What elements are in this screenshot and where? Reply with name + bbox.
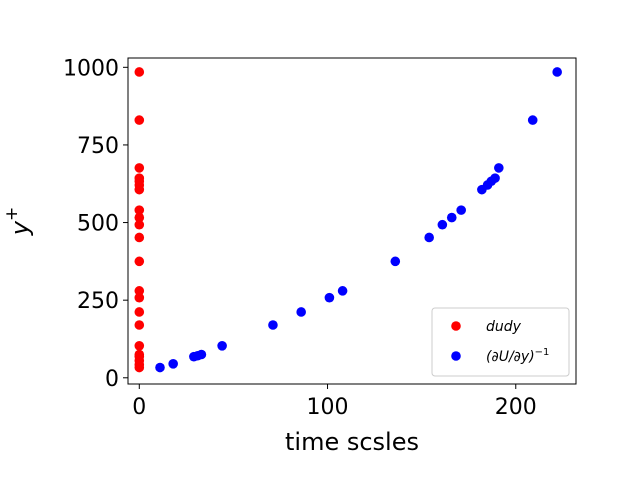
data-point bbox=[134, 67, 145, 77]
data-point bbox=[134, 320, 145, 330]
data-point bbox=[437, 219, 448, 230]
legend-label-1: dudy bbox=[486, 319, 522, 335]
data-point bbox=[424, 232, 434, 243]
data-point bbox=[134, 232, 145, 243]
legend: dudy (∂U/∂y)−1 bbox=[431, 307, 570, 377]
x-tick-label: 100 bbox=[307, 395, 349, 420]
data-point bbox=[134, 256, 145, 267]
data-point bbox=[134, 307, 145, 317]
data-point bbox=[155, 362, 165, 373]
x-tick-label: 200 bbox=[495, 395, 537, 420]
x-axis-label: time scsles bbox=[285, 428, 419, 456]
data-point bbox=[217, 341, 227, 351]
data-point bbox=[196, 349, 207, 360]
data-point bbox=[134, 219, 145, 230]
data-point bbox=[134, 292, 145, 303]
data-point bbox=[552, 67, 562, 77]
y-axis-label-main: y bbox=[6, 220, 34, 236]
y-tick-label: 250 bbox=[77, 289, 119, 314]
plot-area bbox=[134, 67, 562, 373]
y-axis-label: y+ bbox=[2, 207, 34, 236]
legend-marker-1 bbox=[451, 321, 461, 331]
data-point bbox=[134, 286, 145, 296]
legend-label-2: (∂U/∂y)−1 bbox=[486, 347, 549, 365]
data-point bbox=[134, 205, 145, 215]
series-2-points bbox=[155, 67, 562, 373]
axes: 0 100 200 0 250 500 750 1000 bbox=[63, 56, 577, 420]
legend-box bbox=[431, 307, 570, 377]
legend-marker-2 bbox=[451, 351, 461, 361]
axis-labels: time scsles y+ bbox=[2, 207, 419, 456]
y-tick-label: 750 bbox=[77, 134, 119, 159]
y-tick-label: 500 bbox=[77, 212, 119, 237]
data-point bbox=[337, 286, 348, 296]
data-point bbox=[324, 292, 335, 303]
data-point bbox=[268, 320, 278, 330]
x-tick-label: 0 bbox=[132, 395, 146, 420]
y-tick-label: 1000 bbox=[63, 56, 119, 81]
data-point bbox=[390, 256, 401, 267]
y-axis-label-superscript: + bbox=[2, 207, 22, 221]
data-point bbox=[446, 212, 457, 223]
data-point bbox=[134, 173, 145, 183]
data-point bbox=[134, 341, 145, 351]
data-point bbox=[456, 205, 466, 215]
legend-label-2-main: (∂U/∂y) bbox=[486, 349, 535, 365]
data-point bbox=[134, 212, 145, 223]
series-1-points bbox=[134, 67, 145, 373]
data-point bbox=[134, 349, 145, 360]
data-point bbox=[168, 359, 178, 369]
data-point bbox=[490, 173, 500, 183]
legend-label-2-superscript: −1 bbox=[535, 347, 550, 358]
axes-frame bbox=[127, 57, 577, 385]
data-point bbox=[494, 163, 504, 173]
data-point bbox=[296, 307, 306, 317]
data-point bbox=[134, 163, 145, 173]
data-point bbox=[527, 115, 538, 125]
y-tick-label: 0 bbox=[105, 367, 119, 392]
data-point bbox=[134, 115, 145, 125]
